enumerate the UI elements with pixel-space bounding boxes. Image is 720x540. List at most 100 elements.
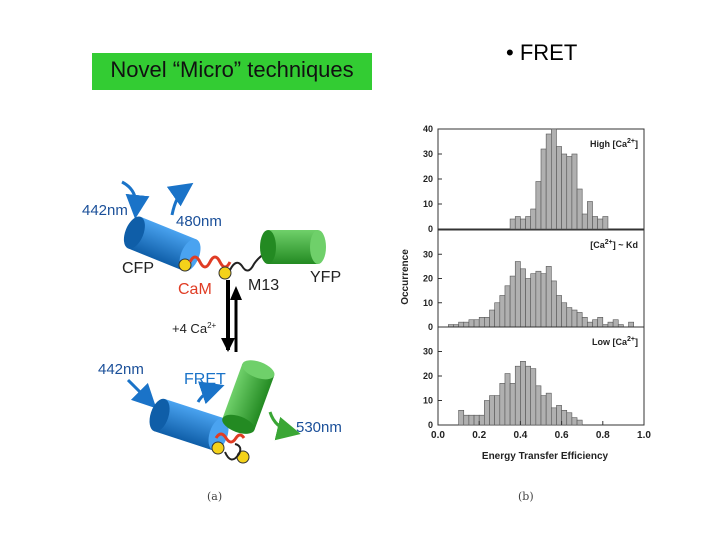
histogram-bar [484, 317, 490, 328]
histogram-bar [576, 312, 583, 328]
histogram-bar [551, 280, 557, 328]
y-tick-label: 40 [423, 124, 433, 134]
histogram-bar [581, 213, 588, 230]
histogram-bar [551, 407, 557, 426]
histogram-bar [566, 156, 573, 230]
x-tick-label: 1.0 [637, 430, 651, 441]
linker-bead [178, 258, 192, 272]
histogram-bar [514, 216, 521, 230]
histogram-bar [473, 414, 480, 426]
histogram-bar [576, 419, 583, 426]
histogram-bar [628, 321, 635, 328]
excite-arrow-bottom [126, 378, 157, 409]
label-530nm: 530nm [296, 419, 342, 436]
histogram-bar [509, 383, 516, 426]
panel-label: [Ca2+] ~ Kd [590, 239, 638, 250]
histogram-bar [484, 400, 490, 426]
histogram-bar [499, 295, 506, 328]
histogram-bar [535, 181, 542, 230]
histogram-bar [592, 319, 598, 328]
title-box: Novel “Micro” techniques [92, 53, 372, 90]
panel-label: Low [Ca2+] [592, 336, 638, 347]
histogram-bar [566, 307, 573, 328]
histogram-bar [504, 373, 511, 426]
y-tick-label: 30 [423, 347, 433, 357]
histogram-bar [561, 302, 568, 328]
emit-arrow-top [166, 182, 194, 216]
histogram-bar [520, 268, 526, 328]
fret-arrow [196, 381, 225, 405]
label-cfp: CFP [122, 260, 154, 277]
label-ca-transition: +4 Ca2+ [172, 321, 217, 336]
x-tick-label: 0.8 [596, 430, 610, 441]
linker-bead [211, 441, 225, 455]
histogram-bar [468, 319, 475, 328]
histogram-bar [571, 309, 578, 328]
y-tick-label: 0 [428, 420, 433, 430]
histogram-bar [587, 321, 593, 328]
histogram-bar [509, 275, 516, 328]
histogram-bar [499, 383, 506, 426]
x-tick-label: 0.4 [513, 430, 527, 441]
y-tick-label: 10 [423, 199, 433, 209]
histogram-bar [525, 278, 532, 328]
histogram-bar [561, 153, 568, 230]
histogram-bar [514, 261, 521, 328]
histogram-bar [478, 414, 485, 426]
excite-arrow-top [121, 180, 150, 219]
histogram-bar [545, 266, 552, 328]
histogram-bar [581, 317, 588, 328]
histogram-bar [592, 216, 598, 230]
histogram-bar [520, 218, 526, 230]
cam-helix-bound [214, 432, 246, 444]
histogram-bar [571, 417, 578, 426]
x-tick-label: 0.0 [431, 430, 445, 441]
histogram-bar [556, 405, 562, 426]
histogram-bar [535, 270, 542, 328]
histogram-bar [494, 395, 501, 426]
histogram-bar [489, 395, 495, 426]
panel-label: High [Ca2+] [590, 138, 638, 149]
histogram-bar [494, 302, 501, 328]
histogram-bar [530, 208, 537, 230]
slide-title: Novel “Micro” techniques [110, 57, 354, 82]
histogram-bar [576, 188, 583, 230]
y-tick-label: 20 [423, 274, 433, 284]
y-tick-label: 20 [423, 371, 433, 381]
histogram-bar [509, 218, 516, 230]
x-axis-label: Energy Transfer Efficiency [482, 451, 609, 462]
label-480nm: 480nm [176, 213, 222, 230]
histogram-bar [468, 414, 475, 426]
histogram-bar [530, 368, 537, 426]
x-tick-label: 0.2 [472, 430, 486, 441]
x-tick-label: 0.6 [555, 430, 569, 441]
histogram-bar [530, 273, 537, 328]
histogram-bar [540, 395, 547, 426]
histogram-bar [545, 392, 552, 426]
histogram-bar [525, 216, 532, 230]
histogram-bar [551, 128, 557, 230]
y-tick-label: 0 [428, 224, 433, 234]
y-tick-label: 10 [423, 298, 433, 308]
cam-helix [188, 255, 232, 269]
histogram-bar [602, 216, 609, 230]
y-tick-label: 10 [423, 396, 433, 406]
yfp-cylinder-bound [222, 360, 275, 434]
histogram-bar [545, 133, 552, 230]
caption-a: (a) [207, 490, 223, 503]
m13-linker-bound [224, 443, 242, 461]
histogram-bar [566, 412, 573, 426]
histogram-bar [556, 146, 562, 230]
histogram-bar [489, 309, 495, 328]
histogram-bar [463, 321, 470, 328]
linker-bead [218, 266, 232, 280]
histogram-bar [540, 273, 547, 328]
histogram-bar [473, 319, 480, 328]
label-fret: FRET [184, 371, 226, 388]
histogram-bar [535, 385, 542, 426]
cfp-cylinder-bound [149, 398, 229, 451]
label-yfp: YFP [310, 269, 341, 286]
histogram-bar [514, 365, 521, 426]
histogram-bar [458, 321, 465, 328]
histogram-bar [612, 319, 619, 328]
